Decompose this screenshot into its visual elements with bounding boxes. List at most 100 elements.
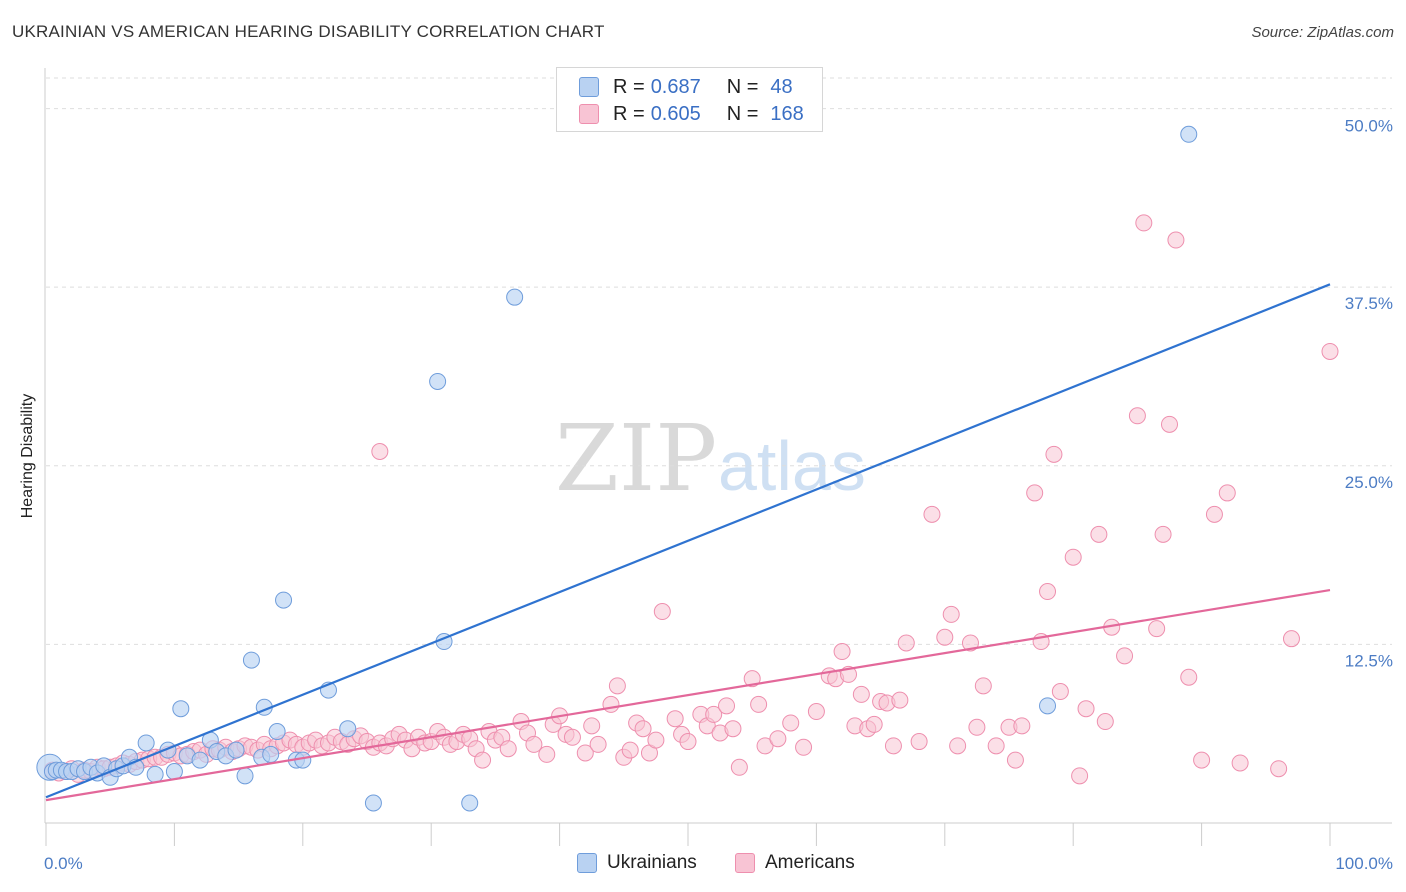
- americans-point[interactable]: [949, 737, 967, 755]
- americans-point[interactable]: [1321, 342, 1339, 360]
- americans-point[interactable]: [1135, 214, 1153, 232]
- americans-point[interactable]: [499, 740, 517, 758]
- legend-item-americans[interactable]: Americans: [735, 852, 855, 874]
- americans-point[interactable]: [666, 710, 684, 728]
- ukrainians-point[interactable]: [172, 700, 190, 718]
- ukrainians-point[interactable]: [146, 765, 164, 783]
- ukrainians-point[interactable]: [429, 372, 447, 390]
- americans-point[interactable]: [563, 728, 581, 746]
- ukrainians-point[interactable]: [275, 591, 293, 609]
- americans-point[interactable]: [724, 720, 742, 738]
- americans-point[interactable]: [538, 745, 556, 763]
- americans-point[interactable]: [891, 691, 909, 709]
- americans-point[interactable]: [730, 758, 748, 776]
- americans-point[interactable]: [833, 643, 851, 661]
- americans-point[interactable]: [1077, 700, 1095, 718]
- americans-point[interactable]: [621, 741, 639, 759]
- americans-point[interactable]: [583, 717, 601, 735]
- chart-title: UKRAINIAN VS AMERICAN HEARING DISABILITY…: [12, 22, 605, 41]
- americans-point[interactable]: [961, 634, 979, 652]
- ukrainians-point[interactable]: [1039, 697, 1057, 715]
- americans-point[interactable]: [968, 718, 986, 736]
- ukrainians-point[interactable]: [227, 741, 245, 759]
- americans-point[interactable]: [1045, 445, 1063, 463]
- ukrainians-r-value: 0.687: [650, 75, 701, 98]
- americans-point[interactable]: [1231, 754, 1249, 772]
- americans-point[interactable]: [743, 670, 761, 688]
- americans-point[interactable]: [936, 628, 954, 646]
- americans-points: [43, 214, 1339, 785]
- americans-point[interactable]: [1039, 583, 1057, 601]
- americans-point[interactable]: [756, 737, 774, 755]
- americans-point[interactable]: [1161, 415, 1178, 433]
- americans-point[interactable]: [718, 697, 736, 715]
- americans-point[interactable]: [1071, 767, 1089, 785]
- americans-point[interactable]: [1116, 647, 1134, 665]
- americans-point[interactable]: [1282, 630, 1300, 648]
- americans-point[interactable]: [974, 677, 992, 695]
- legend-item-ukrainians[interactable]: Ukrainians: [577, 852, 697, 874]
- americans-point[interactable]: [525, 735, 543, 753]
- ukrainians-point[interactable]: [461, 794, 479, 812]
- americans-point[interactable]: [576, 744, 594, 762]
- americans-point[interactable]: [1205, 505, 1223, 523]
- americans-point[interactable]: [1013, 717, 1031, 735]
- americans-point[interactable]: [1051, 683, 1069, 701]
- americans-point[interactable]: [1064, 548, 1082, 566]
- ukrainians-point[interactable]: [339, 720, 357, 738]
- americans-point[interactable]: [1096, 713, 1114, 731]
- americans-legend-swatch: [735, 853, 755, 873]
- americans-point[interactable]: [1167, 231, 1185, 249]
- ukrainians-point[interactable]: [364, 794, 382, 812]
- ukrainians-point[interactable]: [262, 745, 280, 763]
- ukrainians-point[interactable]: [242, 651, 260, 669]
- americans-point[interactable]: [942, 605, 960, 623]
- ukrainians-point[interactable]: [137, 734, 155, 752]
- americans-point[interactable]: [852, 685, 870, 703]
- americans-point[interactable]: [795, 738, 813, 756]
- ukrainians-n-value: 48: [770, 75, 793, 98]
- americans-point[interactable]: [1154, 525, 1172, 543]
- americans-point[interactable]: [474, 751, 492, 769]
- americans-point[interactable]: [634, 720, 652, 738]
- americans-point[interactable]: [923, 505, 941, 523]
- series-legend: Ukrainians Americans: [0, 852, 1406, 878]
- ukrainians-point[interactable]: [506, 288, 524, 306]
- americans-point[interactable]: [653, 603, 671, 621]
- americans-point[interactable]: [750, 695, 768, 713]
- americans-point[interactable]: [865, 715, 883, 733]
- ukrainians-point[interactable]: [1180, 125, 1198, 143]
- americans-point[interactable]: [1270, 760, 1288, 778]
- americans-point[interactable]: [1148, 620, 1166, 638]
- americans-point[interactable]: [1026, 484, 1044, 502]
- americans-point[interactable]: [884, 737, 902, 755]
- y-tick-label: 37.5%: [1345, 294, 1393, 313]
- americans-point[interactable]: [1218, 484, 1236, 502]
- chart-source: Source: ZipAtlas.com: [1251, 24, 1394, 41]
- ukrainians-point[interactable]: [191, 751, 209, 769]
- americans-point[interactable]: [705, 705, 723, 723]
- americans-point[interactable]: [371, 443, 389, 460]
- americans-r-value: 0.605: [650, 102, 701, 125]
- americans-point[interactable]: [1180, 668, 1198, 686]
- americans-point[interactable]: [987, 737, 1005, 755]
- americans-point[interactable]: [897, 634, 915, 652]
- r-label: R =: [613, 102, 645, 125]
- americans-point[interactable]: [602, 695, 620, 713]
- americans-point[interactable]: [769, 730, 787, 748]
- americans-point[interactable]: [647, 731, 665, 749]
- ukrainians-point[interactable]: [236, 767, 254, 785]
- americans-point[interactable]: [1090, 525, 1108, 543]
- americans-point[interactable]: [1006, 751, 1024, 769]
- americans-point[interactable]: [807, 703, 825, 721]
- stats-legend-row-americans: R = 0.605 N = 168: [579, 101, 804, 127]
- americans-point[interactable]: [910, 733, 928, 751]
- americans-point[interactable]: [589, 735, 607, 753]
- americans-point[interactable]: [608, 677, 626, 695]
- americans-point[interactable]: [1128, 407, 1146, 425]
- americans-point[interactable]: [1193, 751, 1211, 769]
- ukrainians-point[interactable]: [268, 723, 286, 741]
- americans-point[interactable]: [679, 733, 697, 751]
- americans-point[interactable]: [782, 714, 800, 732]
